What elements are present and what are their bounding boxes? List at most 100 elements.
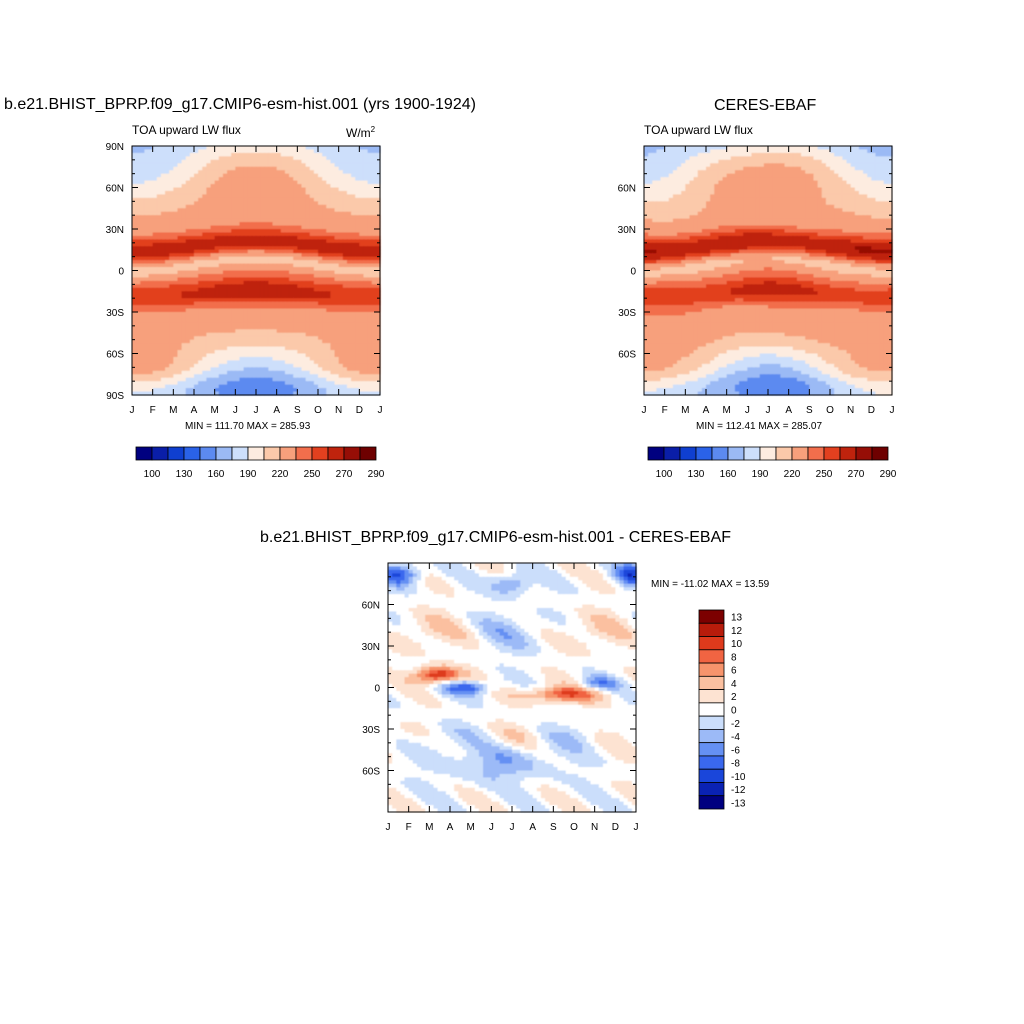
field-cell: [144, 190, 150, 196]
field-cell: [276, 332, 282, 337]
field-cell: [181, 152, 187, 157]
field-cell: [231, 374, 236, 379]
field-cell: [375, 315, 381, 320]
field-cell: [194, 163, 199, 168]
field-cell: [239, 336, 245, 341]
field-cell: [668, 163, 674, 168]
field-cell: [351, 204, 356, 209]
field-cell: [313, 177, 319, 182]
field-cell: [734, 173, 740, 178]
field-cell: [305, 384, 311, 389]
field-cell: [177, 284, 183, 289]
field-cell: [338, 370, 344, 375]
field-cell: [359, 367, 365, 372]
field-cell: [309, 184, 315, 189]
field-cell: [198, 377, 203, 382]
field-cell: [227, 318, 232, 323]
field-cell: [218, 325, 224, 330]
field-cell: [367, 177, 373, 182]
field-cell: [284, 194, 290, 199]
field-cell: [235, 149, 241, 154]
field-cell: [280, 294, 286, 299]
field-cell: [375, 384, 381, 389]
field-cell: [169, 325, 174, 330]
field-cell: [251, 239, 257, 244]
field-cell: [363, 384, 369, 389]
field-cell: [169, 253, 174, 258]
field-cell: [260, 177, 265, 182]
field-cell: [152, 377, 158, 382]
field-cell: [264, 187, 269, 192]
field-cell: [239, 152, 245, 157]
field-cell: [297, 374, 303, 379]
field-cell: [202, 391, 207, 396]
field-cell: [256, 222, 261, 227]
field-cell: [272, 215, 278, 220]
field-cell: [284, 218, 290, 223]
field-cell: [169, 229, 174, 234]
field-cell: [181, 312, 187, 317]
field-cell: [222, 291, 228, 296]
field-cell: [284, 381, 290, 386]
field-cell: [152, 190, 158, 196]
field-cell: [342, 377, 348, 382]
field-cell: [706, 152, 711, 157]
field-cell: [363, 291, 369, 296]
field-cell: [375, 194, 381, 199]
field-cell: [132, 370, 137, 375]
field-cell: [256, 190, 261, 196]
field-cell: [351, 312, 356, 317]
field-cell: [169, 353, 174, 358]
field-cell: [148, 350, 154, 355]
field-cell: [231, 315, 236, 320]
field-cell: [342, 339, 348, 344]
field-cell: [177, 267, 183, 272]
field-cell: [272, 229, 278, 234]
field-cell: [239, 343, 245, 348]
field-cell: [136, 180, 141, 185]
field-cell: [173, 197, 179, 202]
field-cell: [247, 225, 253, 230]
field-cell: [264, 270, 269, 275]
field-cell: [165, 305, 170, 310]
field-cell: [194, 263, 199, 268]
field-cell: [747, 146, 753, 151]
field-cell: [169, 336, 174, 341]
field-cell: [165, 208, 170, 213]
field-cell: [289, 367, 294, 372]
field-cell: [210, 173, 216, 178]
field-cell: [293, 301, 298, 306]
field-cell: [309, 374, 315, 379]
field-cell: [173, 215, 179, 220]
field-cell: [305, 312, 311, 317]
field-cell: [251, 308, 257, 313]
field-cell: [330, 218, 336, 223]
field-cell: [280, 184, 286, 189]
field-cell: [284, 329, 290, 334]
field-cell: [169, 267, 174, 272]
field-cell: [338, 294, 344, 299]
field-cell: [239, 318, 245, 323]
field-cell: [677, 177, 682, 182]
field-cell: [648, 177, 653, 182]
field-cell: [309, 180, 315, 185]
field-cell: [256, 325, 261, 330]
field-cell: [326, 239, 331, 244]
field-cell: [210, 177, 216, 182]
field-cell: [165, 315, 170, 320]
field-cell: [318, 197, 323, 202]
field-cell: [355, 353, 360, 358]
field-cell: [156, 201, 162, 206]
field-cell: [338, 277, 344, 282]
field-cell: [272, 235, 278, 240]
field-cell: [875, 173, 881, 178]
field-cell: [326, 388, 331, 393]
field-cell: [202, 166, 207, 171]
field-cell: [194, 211, 199, 216]
field-cell: [206, 242, 212, 247]
field-cell: [346, 312, 352, 317]
field-cell: [177, 225, 183, 230]
field-cell: [144, 294, 150, 299]
field-cell: [342, 170, 348, 175]
field-cell: [202, 215, 207, 220]
